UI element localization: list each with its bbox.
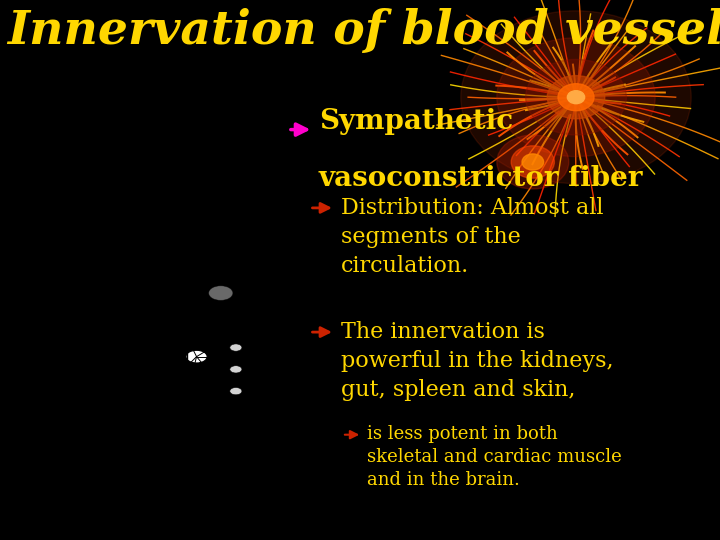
Circle shape <box>497 38 655 157</box>
Text: sympa.: sympa. <box>6 520 27 525</box>
Text: Sympathetic: Sympathetic <box>319 108 513 135</box>
Circle shape <box>230 344 242 351</box>
Circle shape <box>526 59 626 135</box>
Text: Blood
vessels: Blood vessels <box>266 206 289 217</box>
Circle shape <box>112 160 130 171</box>
Circle shape <box>567 91 585 104</box>
Circle shape <box>497 135 569 189</box>
Circle shape <box>186 350 207 363</box>
Text: vasoconstrictor fiber: vasoconstrictor fiber <box>319 165 644 192</box>
Circle shape <box>230 366 242 373</box>
Text: Heart: Heart <box>269 291 287 295</box>
Circle shape <box>461 11 691 184</box>
Text: is less potent in both
skeletal and cardiac muscle
and in the brain.: is less potent in both skeletal and card… <box>367 425 622 489</box>
Circle shape <box>547 76 605 119</box>
Text: Vagus: Vagus <box>266 245 285 250</box>
Text: Blood
vessels: Blood vessels <box>266 364 289 375</box>
Circle shape <box>558 84 594 111</box>
Text: Vasomotor center: Vasomotor center <box>148 143 228 156</box>
Circle shape <box>511 146 554 178</box>
Text: The innervation is
powerful in the kidneys,
gut, spleen and skin,: The innervation is powerful in the kidne… <box>341 321 613 401</box>
Text: Distribution: Almost all
segments of the
circulation.: Distribution: Almost all segments of the… <box>341 197 603 276</box>
Circle shape <box>230 388 242 395</box>
Text: Innervation of blood vessels: Innervation of blood vessels <box>7 8 720 54</box>
Circle shape <box>522 154 544 170</box>
Circle shape <box>209 286 233 300</box>
